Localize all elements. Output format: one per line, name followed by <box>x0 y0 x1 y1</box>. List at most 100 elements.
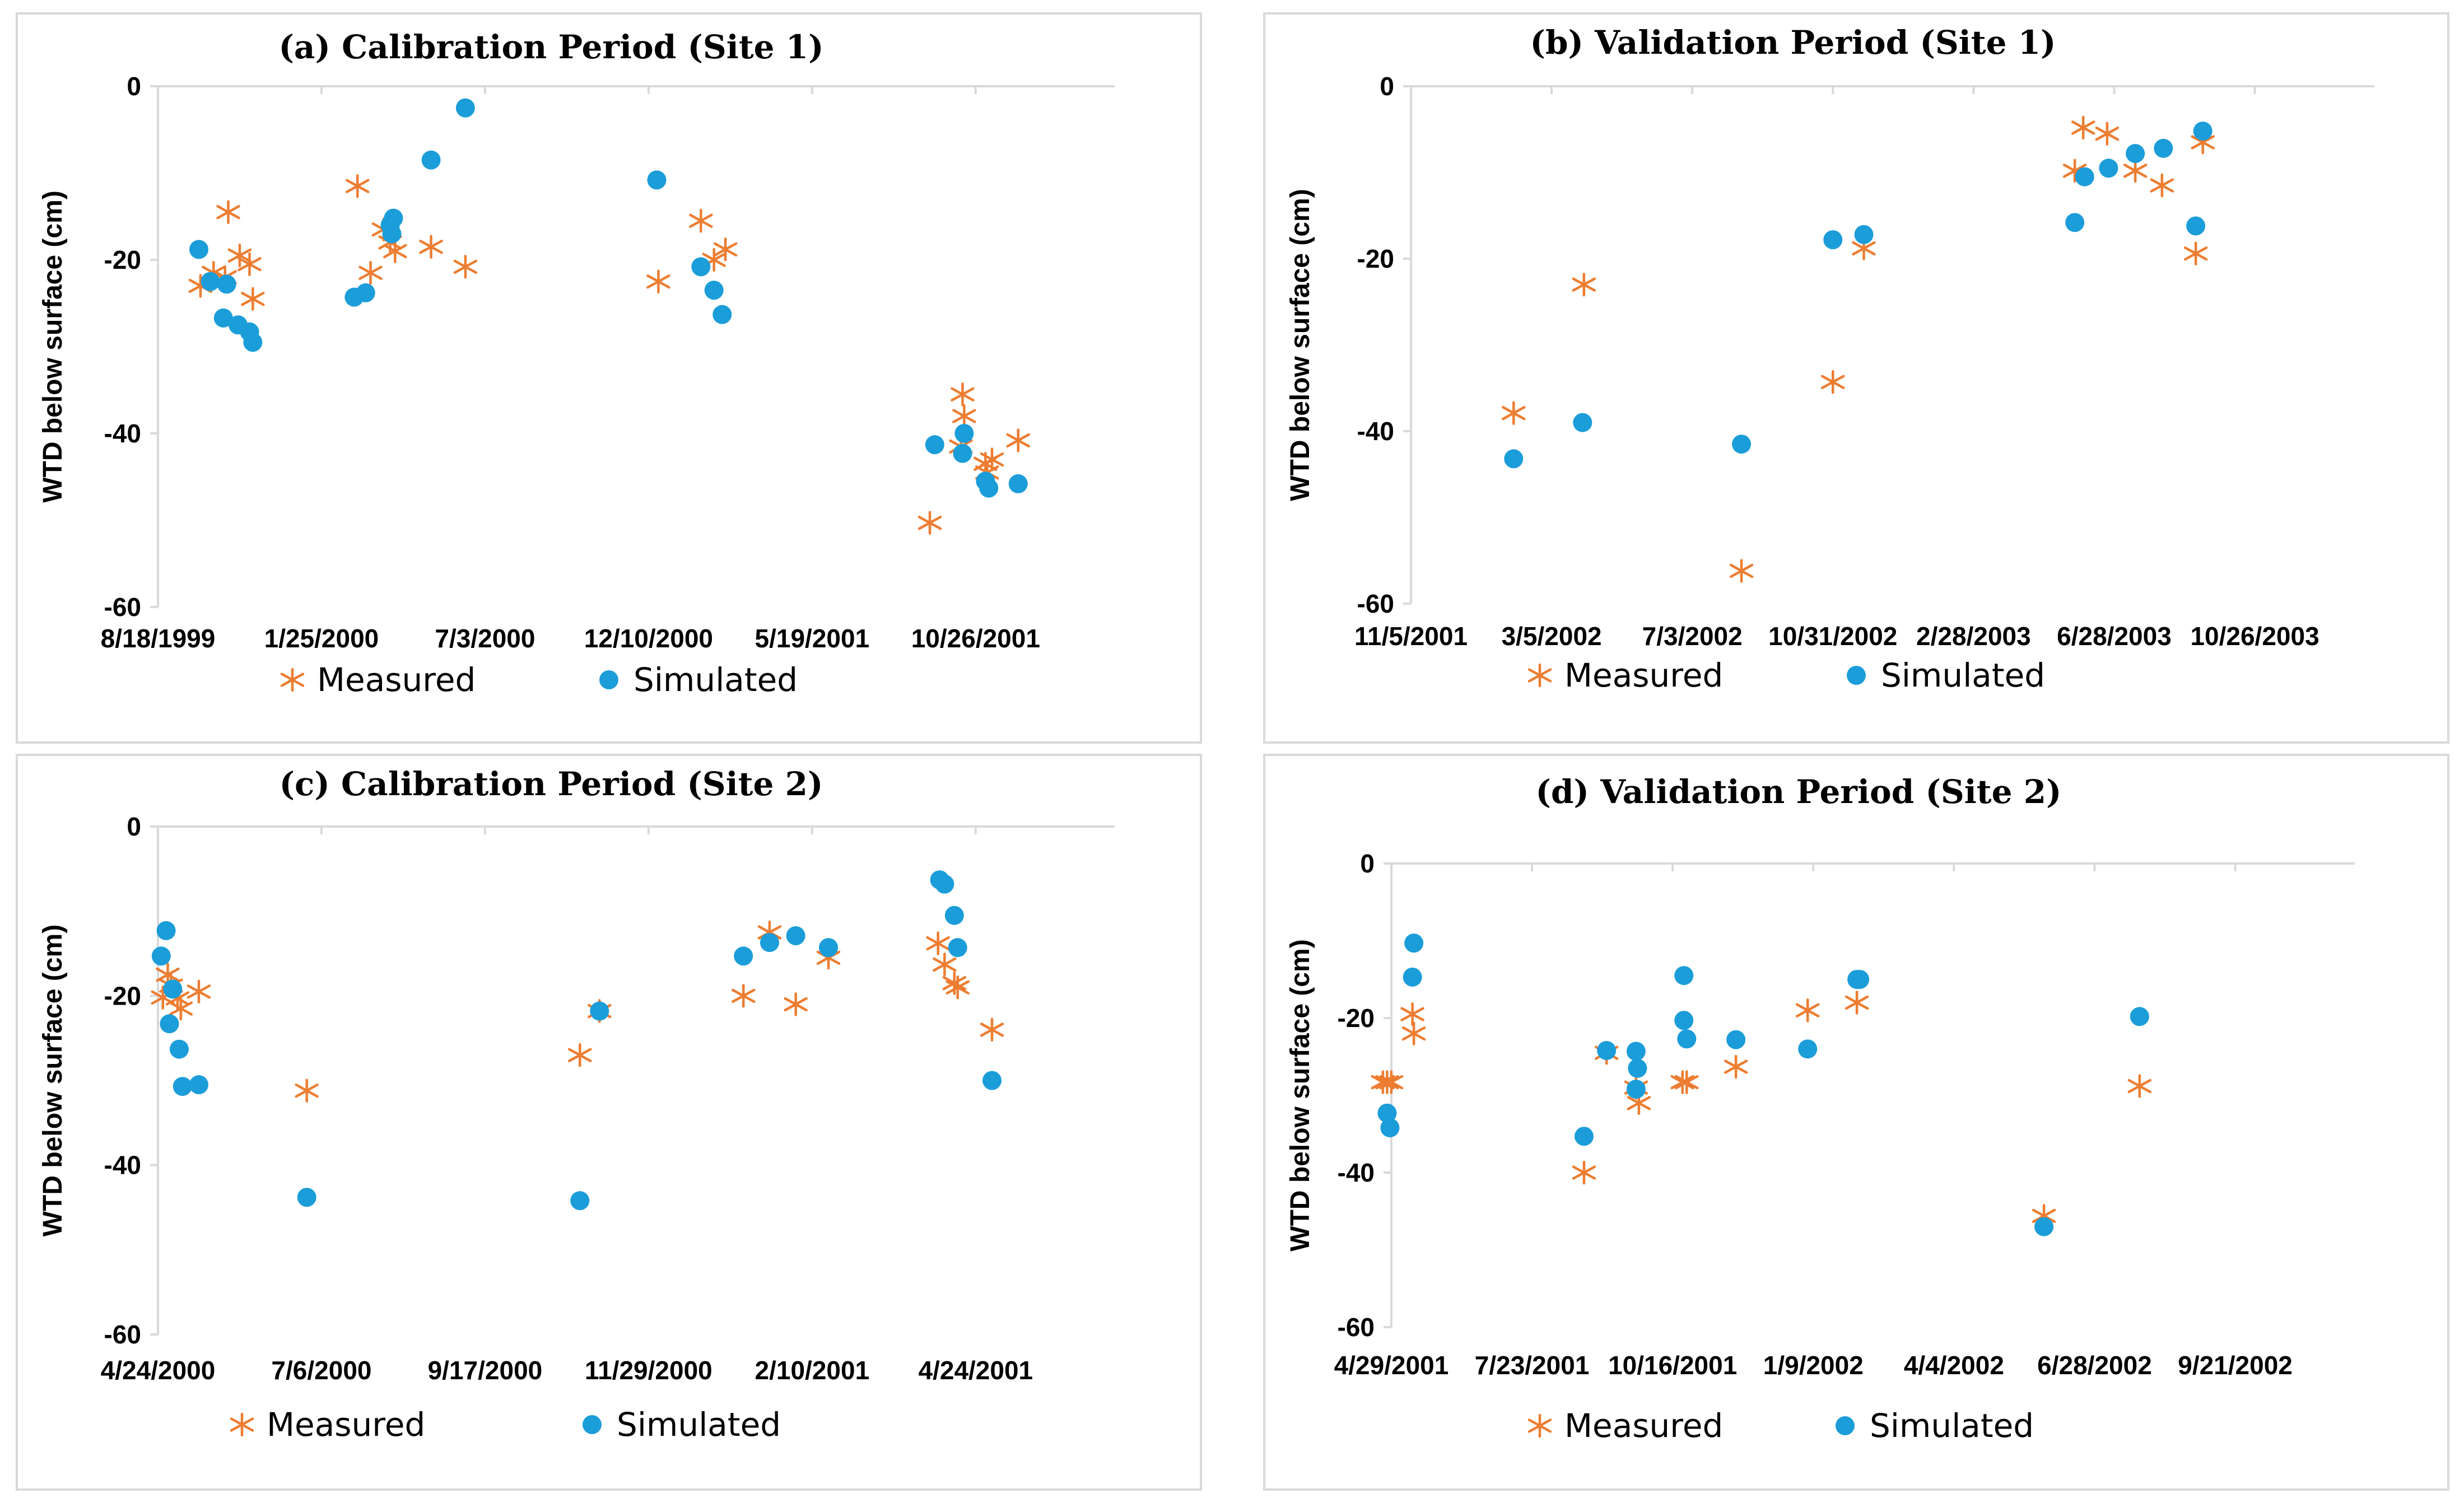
measured-point <box>1572 272 1596 297</box>
measured-point <box>1795 998 1820 1023</box>
simulated-point <box>382 224 402 244</box>
x-tick-label: 7/3/2002 <box>1642 622 1743 651</box>
simulated-point <box>160 1014 179 1034</box>
x-tick-label: 1/9/2002 <box>1763 1351 1864 1380</box>
measured-point <box>1006 428 1030 452</box>
x-tick-label: 7/23/2001 <box>1475 1351 1590 1380</box>
legend-measured-label: Measured <box>267 1406 425 1444</box>
legend-measured: Measured <box>230 1406 425 1444</box>
simulated-point <box>2126 144 2145 164</box>
chart-title: (b) Validation Period (Site 1) <box>1530 24 2056 62</box>
measured-point <box>419 235 443 259</box>
measured-point <box>1724 1054 1748 1079</box>
legend-simulated: Simulated <box>583 1406 781 1444</box>
x-tick-label: 10/31/2002 <box>1768 622 1897 651</box>
x-tick-label: 5/19/2001 <box>755 624 870 653</box>
simulated-point <box>2154 138 2173 158</box>
legend-simulated-marker <box>599 670 618 689</box>
series-simulated <box>189 98 1028 498</box>
simulated-point <box>935 874 954 894</box>
measured-point <box>187 979 211 1004</box>
simulated-point <box>590 1001 609 1021</box>
x-tick-label: 12/10/2000 <box>584 624 713 653</box>
y-axis-label: WTD below surface (cm) <box>1285 939 1315 1251</box>
measured-point <box>1375 1070 1399 1094</box>
chart-title: (d) Validation Period (Site 2) <box>1536 773 2062 811</box>
x-tick-label: 1/25/2000 <box>264 624 379 653</box>
x-tick-label: 4/29/2001 <box>1334 1351 1449 1380</box>
simulated-point <box>189 240 208 259</box>
legend-measured-marker <box>1527 663 1552 688</box>
simulated-point <box>954 424 974 443</box>
x-tick-label: 2/10/2001 <box>755 1356 870 1385</box>
measured-point <box>689 209 713 233</box>
y-tick-label: -40 <box>104 1151 141 1180</box>
simulated-point <box>925 435 944 455</box>
simulated-point <box>2099 158 2118 178</box>
x-tick-label: 10/26/2003 <box>2190 622 2319 651</box>
y-tick-label: -20 <box>104 981 141 1010</box>
measured-point <box>2127 1074 2152 1098</box>
measured-point <box>2071 115 2095 140</box>
chart-panel-a: (a) Calibration Period (Site 1) WTD below… <box>16 12 1202 744</box>
measured-point <box>358 261 383 285</box>
x-tick-label: 4/4/2002 <box>1904 1351 2004 1380</box>
simulated-point <box>217 274 236 294</box>
measured-point <box>216 200 240 224</box>
simulated-point <box>1404 933 1424 953</box>
legend-measured-marker <box>1527 1413 1552 1438</box>
measured-point <box>2123 158 2148 183</box>
measured-point <box>169 996 193 1021</box>
measured-point <box>1401 1021 1426 1045</box>
simulated-point <box>1674 1011 1694 1030</box>
measured-point <box>241 287 265 311</box>
measured-point <box>713 237 738 262</box>
y-axis-label: WTD below surface (cm) <box>1285 189 1315 501</box>
chart-d: (d) Validation Period (Site 2) WTD below … <box>1285 773 2355 1445</box>
chart-panel-d: (d) Validation Period (Site 2) WTD below … <box>1263 754 2449 1491</box>
simulated-point <box>2186 216 2206 236</box>
y-tick-label: -60 <box>1338 1313 1375 1342</box>
simulated-point <box>243 333 263 352</box>
measured-point <box>1844 991 1869 1015</box>
simulated-point <box>1403 967 1422 987</box>
y-tick-label: -40 <box>1338 1158 1375 1187</box>
y-tick-label: -60 <box>1357 589 1394 618</box>
simulated-point <box>953 444 972 463</box>
chart-b: (b) Validation Period (Site 1) WTD below … <box>1285 24 2374 694</box>
y-axis-label: WTD below surface (cm) <box>38 925 68 1236</box>
measured-point <box>227 244 252 268</box>
simulated-point <box>1626 1042 1646 1061</box>
y-tick-label: 0 <box>127 812 141 841</box>
simulated-point <box>173 1077 192 1096</box>
x-tick-label: 11/5/2001 <box>1354 622 1468 651</box>
legend-measured-label: Measured <box>1564 1407 1723 1445</box>
x-tick-label: 10/16/2001 <box>1608 1351 1737 1380</box>
measured-point <box>1821 370 1845 394</box>
legend-measured: Measured <box>1527 1407 1723 1445</box>
simulated-point <box>201 272 220 291</box>
y-axis-label: WTD below surface (cm) <box>38 190 68 502</box>
simulated-point <box>944 905 964 925</box>
legend-simulated-label: Simulated <box>617 1406 781 1444</box>
legend-simulated-marker <box>583 1415 602 1434</box>
chart-title: (a) Calibration Period (Site 1) <box>278 28 823 66</box>
legend-measured-label: Measured <box>1564 656 1723 694</box>
measured-point <box>345 174 370 198</box>
simulated-point <box>1726 1030 1746 1049</box>
y-tick-label: -20 <box>1357 244 1394 273</box>
x-tick-label: 3/5/2002 <box>1502 622 1602 651</box>
y-tick-label: -20 <box>104 245 141 274</box>
measured-point <box>917 511 942 535</box>
simulated-point <box>979 478 999 498</box>
simulated-point <box>297 1188 316 1207</box>
simulated-point <box>712 305 732 324</box>
y-tick-label: -40 <box>1357 417 1394 446</box>
simulated-point <box>948 938 967 958</box>
legend-simulated: Simulated <box>1847 656 2045 694</box>
simulated-point <box>2034 1217 2054 1236</box>
y-tick-label: -60 <box>104 592 141 622</box>
measured-point <box>933 953 957 977</box>
simulated-point <box>570 1191 590 1211</box>
measured-point <box>1371 1070 1395 1094</box>
